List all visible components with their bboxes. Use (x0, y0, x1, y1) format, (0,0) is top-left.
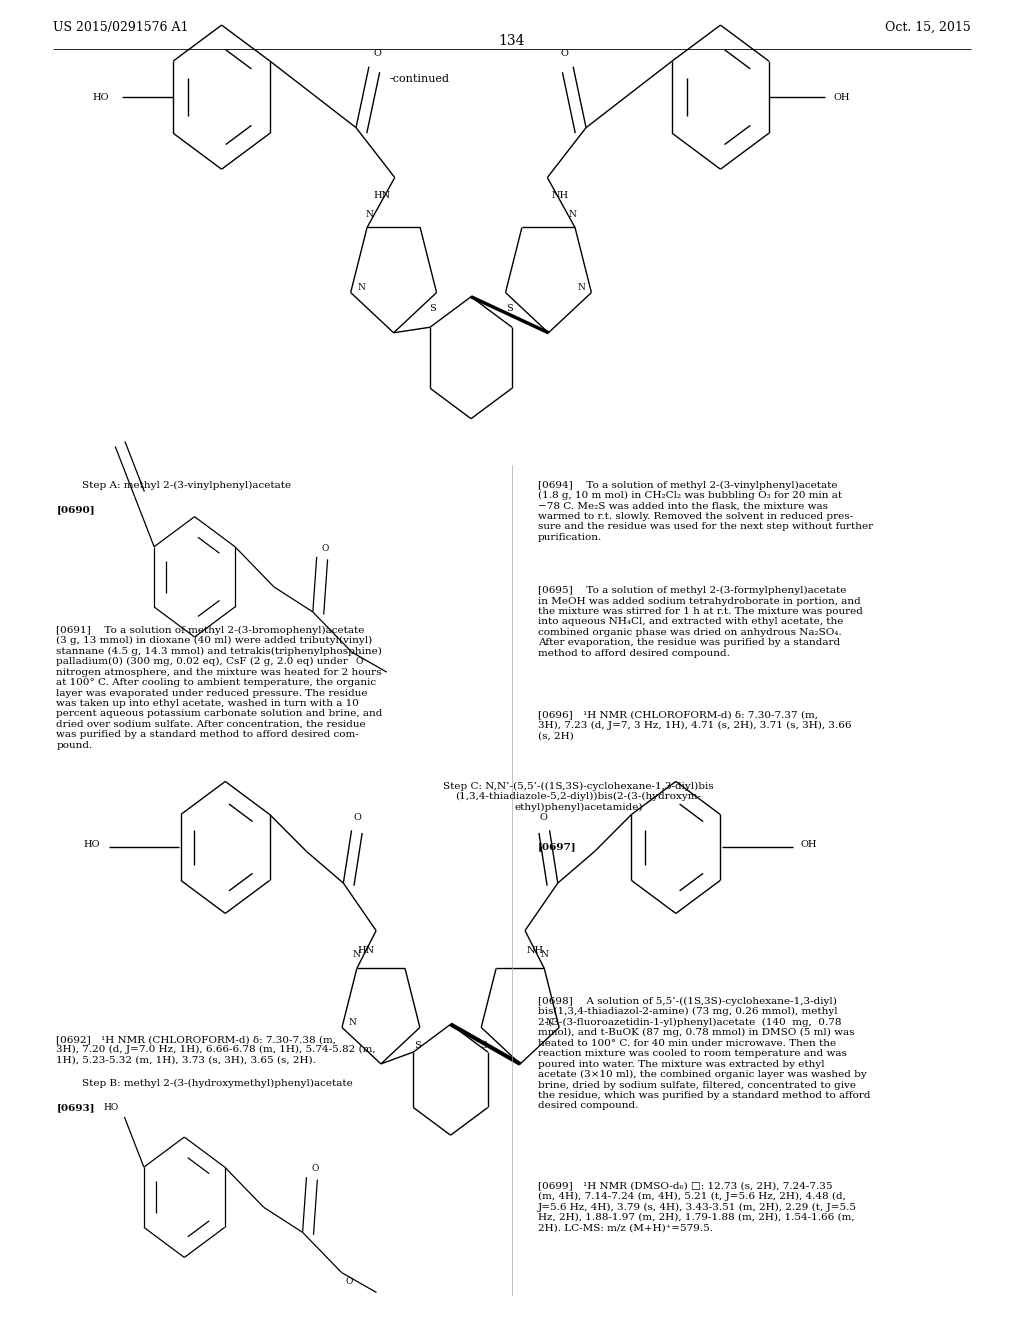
Text: Step B: methyl 2-(3-(hydroxymethyl)phenyl)acetate: Step B: methyl 2-(3-(hydroxymethyl)pheny… (82, 1078, 352, 1088)
Text: NH: NH (552, 191, 568, 201)
Text: [0698]  A solution of 5,5’-((1S,3S)-cyclohexane-1,3-diyl)
bis(1,3,4-thiadiazol-2: [0698] A solution of 5,5’-((1S,3S)-cyclo… (538, 997, 870, 1110)
Text: [0693]: [0693] (56, 1104, 95, 1113)
Text: N: N (545, 1018, 553, 1027)
Text: NH: NH (527, 946, 544, 956)
Text: HN: HN (357, 946, 374, 956)
Text: Step C: N,N’-(5,5’-((1S,3S)-cyclohexane-1,3-diyl)bis
(1,3,4-thiadiazole-5,2-diyl: Step C: N,N’-(5,5’-((1S,3S)-cyclohexane-… (443, 781, 714, 812)
Text: US 2015/0291576 A1: US 2015/0291576 A1 (53, 21, 188, 34)
Text: HN: HN (374, 191, 390, 201)
Text: HO: HO (92, 92, 109, 102)
Text: O: O (561, 49, 569, 58)
Text: N: N (541, 950, 548, 958)
Text: -continued: -continued (389, 74, 450, 84)
Text: [0697]: [0697] (538, 842, 577, 851)
Text: S: S (429, 304, 435, 313)
Text: N: N (578, 282, 585, 292)
Text: [0694]  To a solution of methyl 2-(3-vinylphenyl)acetate
(1.8 g, 10 m mol) in CH: [0694] To a solution of methyl 2-(3-viny… (538, 480, 872, 541)
Text: O: O (540, 813, 548, 822)
Text: OH: OH (801, 841, 817, 849)
Text: O: O (322, 544, 329, 553)
Text: O: O (373, 49, 381, 58)
Text: O: O (311, 1164, 318, 1173)
Text: S: S (507, 304, 513, 313)
Text: HO: HO (84, 841, 100, 849)
Text: N: N (348, 1018, 356, 1027)
Text: [0696] ¹H NMR (CHLOROFORM-d) δ: 7.30-7.37 (m,
3H), 7.23 (d, J=7, 3 Hz, 1H), 4.71: [0696] ¹H NMR (CHLOROFORM-d) δ: 7.30-7.3… (538, 710, 851, 741)
Text: HO: HO (103, 1104, 119, 1111)
Text: O: O (353, 813, 361, 822)
Text: O: O (355, 657, 362, 667)
Text: [0690]: [0690] (56, 506, 95, 515)
Text: Step A: methyl 2-(3-vinylphenyl)acetate: Step A: methyl 2-(3-vinylphenyl)acetate (82, 480, 291, 490)
Text: OH: OH (834, 92, 850, 102)
Text: S: S (415, 1040, 421, 1049)
Text: [0692] ¹H NMR (CHLOROFORM-d) δ: 7.30-7.38 (m,
3H), 7.20 (d, J=7.0 Hz, 1H), 6.66-: [0692] ¹H NMR (CHLOROFORM-d) δ: 7.30-7.3… (56, 1035, 376, 1065)
Text: Oct. 15, 2015: Oct. 15, 2015 (885, 21, 971, 34)
Text: O: O (345, 1278, 352, 1287)
Text: N: N (366, 210, 373, 219)
Text: N: N (353, 950, 360, 958)
Text: S: S (480, 1040, 486, 1049)
Text: 134: 134 (499, 34, 525, 49)
Text: N: N (569, 210, 577, 219)
Text: [0691]  To a solution of methyl 2-(3-bromophenyl)acetate
(3 g, 13 mmol) in dioxa: [0691] To a solution of methyl 2-(3-brom… (56, 626, 383, 750)
Text: N: N (357, 282, 365, 292)
Text: [0695]  To a solution of methyl 2-(3-formylphenyl)acetate
in MeOH was added sodi: [0695] To a solution of methyl 2-(3-form… (538, 586, 862, 657)
Text: [0699] ¹H NMR (DMSO-d₆) □: 12.73 (s, 2H), 7.24-7.35
(m, 4H), 7.14-7.24 (m, 4H), : [0699] ¹H NMR (DMSO-d₆) □: 12.73 (s, 2H)… (538, 1181, 857, 1233)
